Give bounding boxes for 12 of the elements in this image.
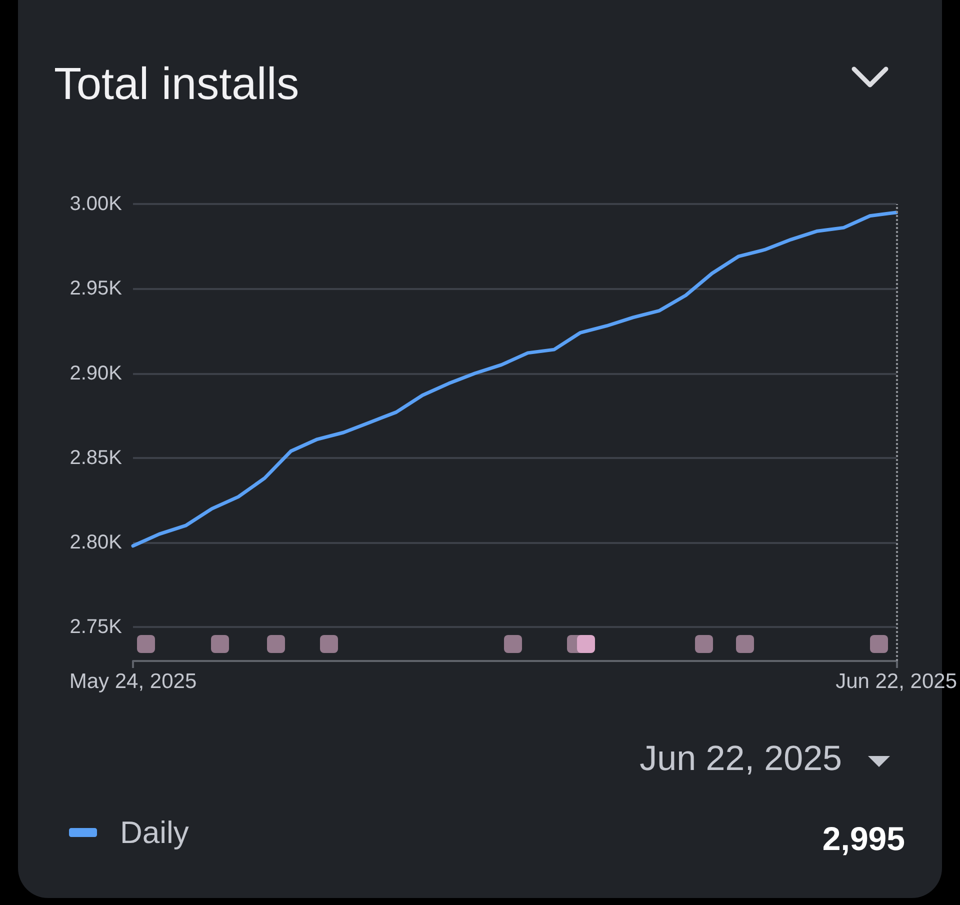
- y-tick-label: 2.80K: [70, 532, 123, 554]
- y-tick-label: 2.95K: [70, 278, 123, 300]
- y-tick-label: 2.85K: [70, 446, 123, 469]
- y-tick-label: 3.00K: [70, 193, 123, 215]
- text: 2,995: [822, 820, 906, 857]
- legend-label: Daily: [120, 815, 190, 850]
- text: Jun 22, 2025: [640, 739, 842, 778]
- y-tick-label: 2.90K: [70, 362, 123, 384]
- x-tick-label: May 24, 2025: [69, 670, 197, 693]
- chart-title: Total installs: [54, 58, 300, 109]
- y-tick-label: 2.75K: [70, 616, 123, 638]
- line-series: [131, 210, 898, 548]
